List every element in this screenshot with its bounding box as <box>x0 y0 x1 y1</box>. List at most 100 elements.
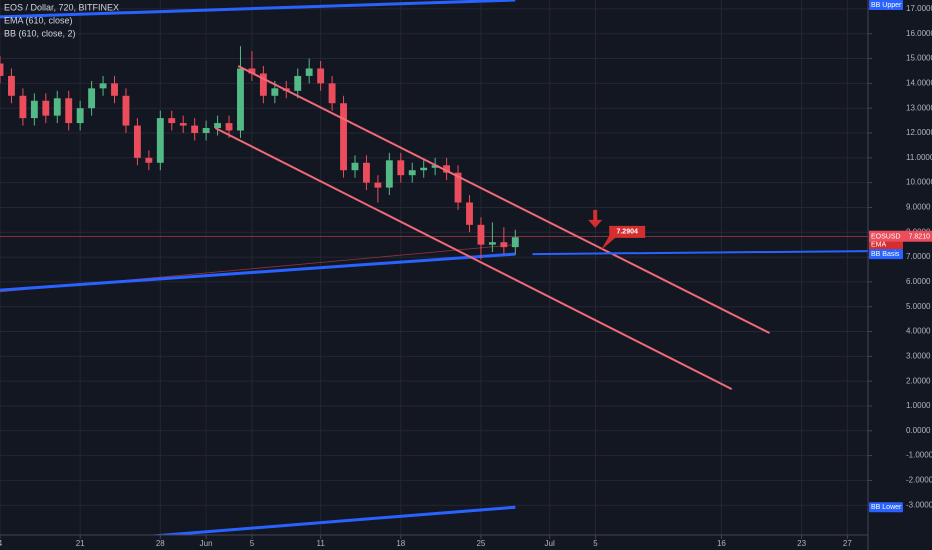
series-tag <box>869 249 903 260</box>
x-tick-label: 5 <box>593 539 598 548</box>
annotation-arrow <box>588 209 603 228</box>
candle-body <box>328 83 336 104</box>
candle-body <box>466 202 473 225</box>
y-tick-label: -1.0000 <box>906 451 932 460</box>
candle-body <box>214 123 222 129</box>
indicator-line <box>146 505 516 535</box>
candle-body <box>237 68 244 131</box>
candle-body <box>30 100 38 119</box>
candle-body <box>363 162 370 183</box>
candle-body <box>259 73 267 96</box>
price-tag-value: 7.8210 <box>909 234 931 241</box>
series-tag-label: BB Lower <box>871 504 902 511</box>
price-tag <box>869 230 932 242</box>
y-tick-label: 14.0000 <box>906 78 932 87</box>
candle-body <box>340 103 347 171</box>
candle-body <box>374 182 382 188</box>
y-tick-label: -2.0000 <box>906 476 932 485</box>
y-tick-label: 1.0000 <box>906 401 931 410</box>
y-tick-label: 9.0000 <box>906 203 931 212</box>
series-tag <box>869 239 903 250</box>
y-tick-label: 5.0000 <box>906 302 931 311</box>
candle-body <box>99 83 107 89</box>
y-tick-label: 3.0000 <box>906 351 931 360</box>
x-tick-label: 27 <box>843 539 852 548</box>
candle-body <box>305 68 313 76</box>
candle-body <box>65 98 73 124</box>
indicator-line <box>0 0 516 19</box>
x-tick-label: 28 <box>156 539 165 548</box>
indicator-label: EMA (610, close) <box>4 15 73 25</box>
x-tick-label: 4 <box>0 539 3 548</box>
candle-body <box>0 63 4 76</box>
grid <box>0 0 868 535</box>
series-tag-label: EMA <box>871 242 887 249</box>
candle-body <box>8 75 15 96</box>
legend: EOS / Dollar, 720, BITFINEX EMA (610, cl… <box>4 2 119 38</box>
candle-body <box>454 172 462 203</box>
indicator-label: BB (610, close, 2) <box>4 28 76 38</box>
y-tick-label: 13.0000 <box>906 103 932 112</box>
series-tag-label: BB Basis <box>871 251 900 258</box>
candle-body <box>191 125 199 134</box>
annotation-callout <box>601 225 646 250</box>
y-tick-label: 2.0000 <box>906 376 931 385</box>
price-tag-name: EOSUSD <box>871 234 901 241</box>
candle-body <box>19 95 27 119</box>
candle-body <box>248 68 256 74</box>
candle-body <box>420 167 428 171</box>
candle-body <box>42 100 50 116</box>
y-tick-label: 11.0000 <box>906 153 932 162</box>
candle-body <box>76 108 84 124</box>
candle-body <box>88 88 96 109</box>
y-tick-label: 12.0000 <box>906 128 932 137</box>
x-tick-label: Jun <box>200 539 213 548</box>
y-tick-label: 6.0000 <box>906 277 931 286</box>
y-tick-label: 17.0000 <box>906 4 932 13</box>
trend-line <box>237 65 770 334</box>
candle-body <box>179 123 187 126</box>
y-tick-label: 10.0000 <box>906 178 932 187</box>
plot-area: 7.2904 <box>0 0 868 535</box>
candle-body <box>477 224 485 245</box>
chart-title: EOS / Dollar, 720, BITFINEX <box>4 2 119 12</box>
candle-body <box>511 237 519 248</box>
x-tick-label: 23 <box>797 539 806 548</box>
y-tick-label: 7.0000 <box>906 252 931 261</box>
candle-body <box>53 98 61 116</box>
series-tag <box>869 502 903 513</box>
candle-body <box>443 165 451 173</box>
series-tag-label: BB Upper <box>871 2 902 9</box>
candle-body <box>385 160 393 188</box>
x-tick-label: 11 <box>316 539 325 548</box>
candle-body <box>156 118 164 163</box>
candle-body <box>431 165 439 168</box>
candle-body <box>408 170 416 176</box>
candle-body <box>202 128 210 134</box>
candle-body <box>225 123 233 131</box>
trend-line <box>532 250 868 256</box>
candle-body <box>294 75 302 91</box>
candle-body <box>397 160 405 176</box>
x-tick-label: 16 <box>717 539 726 548</box>
y-tick-label: 4.0000 <box>906 327 931 336</box>
series-tag <box>869 0 903 10</box>
indicator-line <box>0 252 516 292</box>
y-tick-label: 15.0000 <box>906 54 932 63</box>
x-tick-label: 5 <box>250 539 255 548</box>
x-tick-label: 25 <box>476 539 485 548</box>
candle-body <box>488 242 496 245</box>
trend-line <box>214 127 733 390</box>
y-tick-label: -3.0000 <box>906 500 932 509</box>
candle-body <box>271 88 279 96</box>
candle-body <box>133 125 141 158</box>
y-tick-label: 16.0000 <box>906 29 932 38</box>
x-tick-label: Jul <box>545 539 555 548</box>
candle-body <box>500 242 508 248</box>
candle-body <box>317 68 325 84</box>
candle-body <box>122 95 130 126</box>
y-tick-label: 0.0000 <box>906 426 931 435</box>
